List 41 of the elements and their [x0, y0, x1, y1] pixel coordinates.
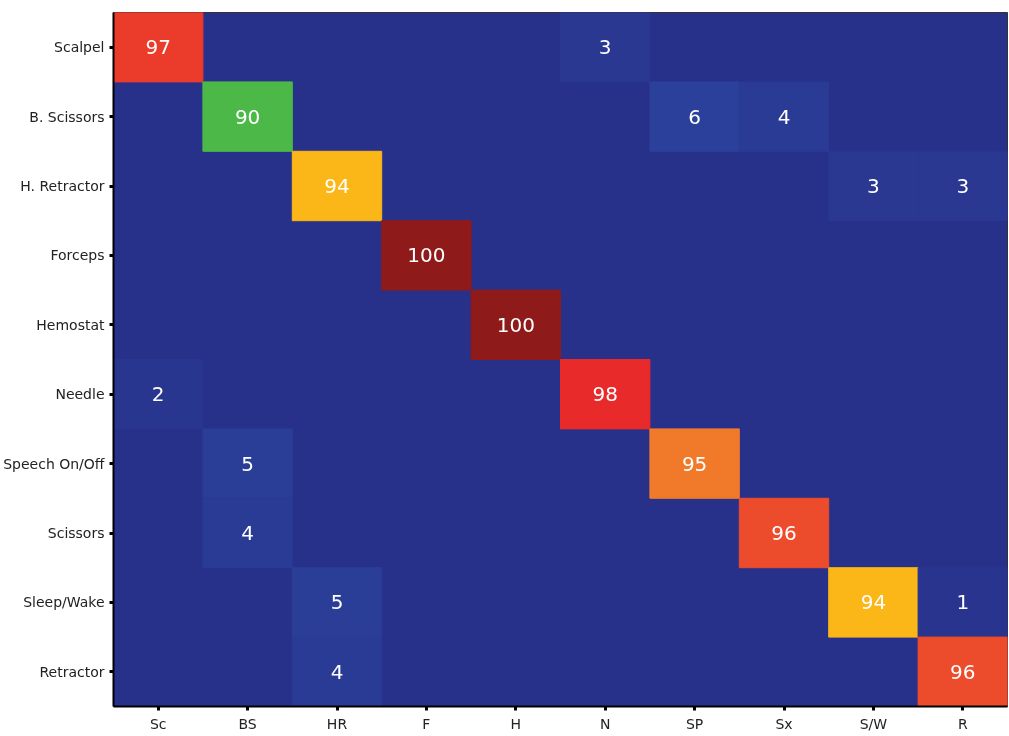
y-tick-label: Sleep/Wake	[23, 594, 105, 611]
y-tick-label: Retractor	[39, 663, 105, 680]
y-tick-label: Speech On/Off	[3, 455, 105, 472]
y-tick-label: H. Retractor	[20, 178, 105, 194]
data-label: 90	[234, 104, 261, 129]
data-label: 6	[688, 104, 701, 129]
y-tick-label: Hemostat	[36, 316, 106, 333]
data-label: 94	[860, 590, 887, 615]
data-label: 100	[407, 243, 446, 268]
y-tick-label: Scissors	[47, 525, 105, 541]
y-tick-label: Needle	[55, 386, 105, 403]
y-tick-label: Forceps	[50, 247, 105, 264]
data-label: 98	[592, 382, 618, 407]
data-label: 1	[956, 590, 970, 615]
x-tick-label: S/W	[859, 715, 888, 732]
x-tick-label: SP	[685, 715, 704, 732]
data-label: 3	[598, 35, 612, 60]
data-label: 2	[151, 382, 165, 407]
data-label: 4	[241, 521, 254, 545]
x-tick-label: HR	[326, 715, 348, 732]
data-label: 96	[771, 521, 797, 545]
data-label: 4	[777, 104, 791, 129]
x-tick-label: R	[957, 715, 968, 732]
y-tick-label: B. Scissors	[29, 108, 105, 125]
data-label: 3	[867, 174, 880, 198]
data-label: 5	[330, 590, 344, 615]
x-tick-label: H	[510, 715, 522, 732]
x-tick-label: BS	[238, 715, 257, 732]
x-tick-label: N	[599, 715, 611, 732]
data-label: 96	[950, 659, 976, 684]
data-label: 95	[681, 451, 708, 476]
x-tick-label: Sc	[149, 715, 167, 732]
data-label: 97	[145, 35, 171, 60]
data-label: 94	[324, 174, 350, 198]
data-label: 4	[330, 659, 344, 684]
data-label: 5	[241, 451, 254, 476]
data-label: 100	[496, 312, 535, 337]
y-tick-label: Scalpel	[54, 39, 105, 56]
data-label: 3	[956, 174, 970, 198]
x-tick-label: F	[422, 715, 431, 732]
x-tick-label: Sx	[775, 715, 793, 732]
